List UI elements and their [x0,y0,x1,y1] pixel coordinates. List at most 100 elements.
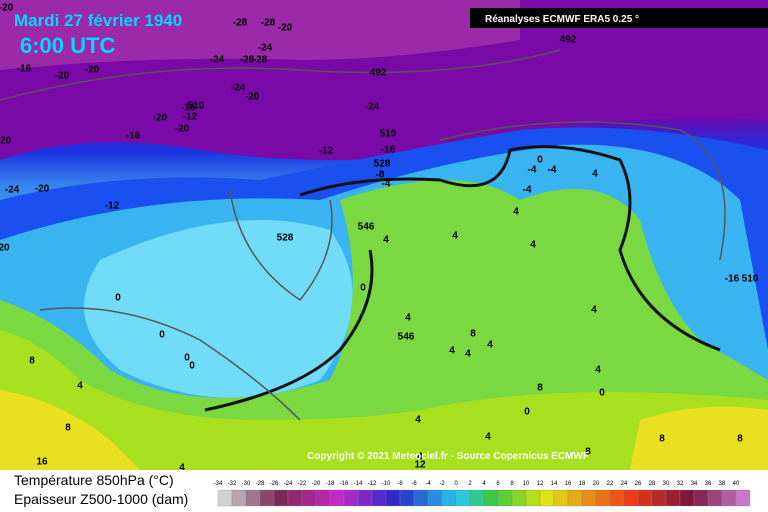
map-label: -20 [175,124,190,135]
map-label: -20 [278,23,293,34]
map-label: -24 [210,55,225,66]
map-label: -24 [5,185,20,196]
map-labels: -20-28 -28 -20-24-24 -28-28-16-20-20 492492-… [0,3,759,474]
source: Réanalyses ECMWF ERA5 0.25 ° [485,14,639,25]
map-label: 12 [414,460,426,471]
scale-swatch [623,489,639,507]
map-label: 8 [737,434,743,445]
map-label: -16 [381,145,396,156]
scale-swatch [679,489,695,507]
scale-swatch [595,489,611,507]
map-label: 4 [383,235,389,246]
scale-label: 22 [607,481,614,487]
scale-label: 32 [677,481,684,487]
scale-label: -8 [397,481,403,487]
map-label: 0 [360,283,366,294]
map-label: -8 [376,170,385,181]
map-label: 4 [591,305,597,316]
map-label: -12 [105,201,120,212]
scale-label: -22 [298,481,307,487]
map-label: -16 [126,131,141,142]
scale-swatch [609,489,625,507]
scale-swatch [301,489,317,507]
map-label: -20 [153,113,168,124]
scale-label: -28 [256,481,265,487]
map-label: 4 [595,365,601,376]
scale-swatch [287,489,303,507]
scale-swatch [581,489,597,507]
map-label: 510 [188,101,205,112]
map-label: -16 [17,64,32,75]
map-label: 4 [530,240,536,251]
map-label: -24 [258,43,273,54]
map-label: -20 [55,71,70,82]
map-label: 0 [537,155,543,166]
scale-label: -34 [214,481,223,487]
scale-label: 30 [663,481,670,487]
map-label: -20 [0,136,12,147]
scale-swatch [385,489,401,507]
scale-label: 0 [454,481,458,487]
scale-swatch [525,489,541,507]
map-label: 0 [115,293,121,304]
date: Mardi 27 février 1940 [14,11,182,30]
map-label: -4 [382,179,391,190]
scale-swatch [259,489,275,507]
map-label: 8 [470,329,476,340]
scale-swatch [735,489,751,507]
scale-swatch [707,489,723,507]
map-label: 528 [277,233,294,244]
map-label: -20 [245,92,260,103]
map-label: 20 [0,243,10,254]
scale-swatch [329,489,345,507]
map-label: 0 [184,353,190,364]
map-label: -28 [240,55,255,66]
map-label: 4 [485,432,491,443]
map-label: -12 [319,146,334,157]
scale-swatch [441,489,457,507]
scale-label: -16 [340,481,349,487]
map-label: 4 [77,381,83,392]
map-label: 8 [29,356,35,367]
scale-label: -4 [425,481,431,487]
scale-swatch [357,489,373,507]
scale-label: 20 [593,481,600,487]
map-label: 4 [179,463,185,474]
scale-swatch [483,489,499,507]
scale-swatch [665,489,681,507]
map-label: -12 [183,112,198,123]
map-label: 4 [415,415,421,426]
map-label: -16 [725,274,740,285]
map-label: 4 [487,340,493,351]
scale-label: -30 [242,481,251,487]
scale-swatch [567,489,583,507]
scale-swatch [497,489,513,507]
scale-swatch [413,489,429,507]
scale-label: 10 [523,481,530,487]
color-scale: -34 -32 -30 -28 -26 -24 -22 -20 -18 -16 -14 -12 -10-… [214,481,751,507]
scale-label: -32 [228,481,237,487]
scale-label: 4 [482,481,486,487]
scale-swatch [553,489,569,507]
scale-swatch [455,489,471,507]
scale-label: 16 [565,481,572,487]
scale-label: 6 [496,481,500,487]
map-label: -20 [35,184,50,195]
scale-label: 28 [649,481,656,487]
map-label: 0 [524,407,530,418]
scale-label: 24 [621,481,628,487]
scale-label: 12 [537,481,544,487]
scale-label: -14 [354,481,363,487]
scale-swatch [539,489,555,507]
source-box [470,8,768,28]
legend-temperature: Température 850hPa (°C) [14,472,174,488]
scale-label: 40 [733,481,740,487]
map-label: 4 [417,452,423,463]
scale-swatch [231,489,247,507]
map-label: 528 [374,159,391,170]
map-label: 4 [449,346,455,357]
map-label: 546 [358,222,375,233]
scale-swatch [511,489,527,507]
map-label: -4 [523,185,532,196]
time: 6:00 UTC [20,33,115,58]
